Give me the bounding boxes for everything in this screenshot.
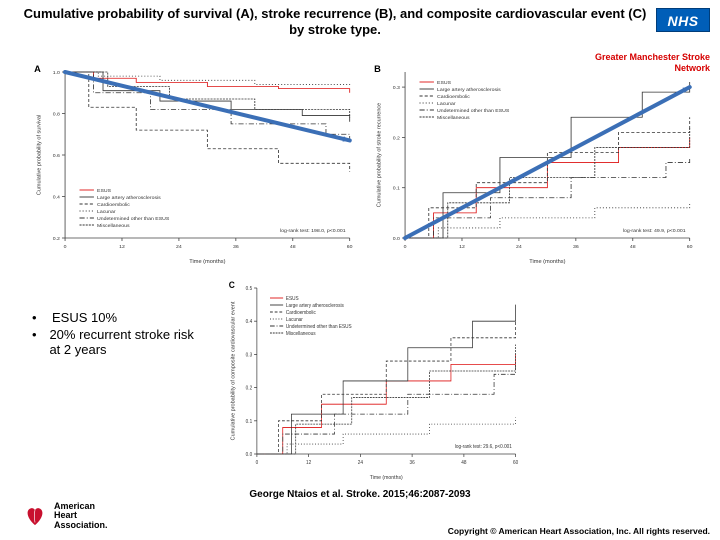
svg-text:0: 0 <box>64 244 67 250</box>
svg-text:24: 24 <box>358 460 363 466</box>
svg-text:Time (months): Time (months) <box>189 259 225 265</box>
svg-text:36: 36 <box>573 244 579 250</box>
svg-text:C: C <box>229 280 236 290</box>
svg-text:A: A <box>34 64 41 74</box>
svg-text:0.1: 0.1 <box>393 186 400 192</box>
svg-text:log-rank test: 49.9, p<0.001: log-rank test: 49.9, p<0.001 <box>623 228 686 234</box>
svg-text:Large artery atherosclerosis: Large artery atherosclerosis <box>437 87 501 93</box>
aha-logo-block: American Heart Association. <box>22 502 108 530</box>
citation: George Ntaios et al. Stroke. 2015;46:208… <box>0 489 720 500</box>
svg-text:60: 60 <box>347 244 353 250</box>
svg-text:1.0: 1.0 <box>53 70 60 76</box>
bullet-icon: • <box>32 310 42 325</box>
svg-text:Cumulative probability of stro: Cumulative probability of stroke recurre… <box>376 103 382 207</box>
nhs-logo: NHS <box>656 8 710 32</box>
svg-text:0.5: 0.5 <box>246 286 253 292</box>
bullet-item: • ESUS 10% <box>32 310 202 325</box>
svg-text:Cardioembolic: Cardioembolic <box>97 202 130 208</box>
svg-text:ESUS: ESUS <box>437 80 452 86</box>
svg-text:ESUS: ESUS <box>97 188 112 194</box>
copyright: Copyright © American Heart Association, … <box>448 526 710 536</box>
svg-text:Time (months): Time (months) <box>370 475 403 481</box>
svg-text:12: 12 <box>459 244 465 250</box>
bullet-list: • ESUS 10% • 20% recurrent stroke risk a… <box>32 310 202 359</box>
svg-text:0.2: 0.2 <box>246 385 253 391</box>
svg-text:Time (months): Time (months) <box>529 259 565 265</box>
svg-text:Large artery atherosclerosis: Large artery atherosclerosis <box>286 303 344 309</box>
svg-text:0.8: 0.8 <box>53 112 60 118</box>
svg-text:36: 36 <box>410 460 415 466</box>
svg-text:Undetermined other than ESUS: Undetermined other than ESUS <box>437 108 510 114</box>
svg-text:0: 0 <box>256 460 259 466</box>
svg-text:Lacunar: Lacunar <box>286 317 303 323</box>
svg-text:log-rank test: 198.0, p<0.001: log-rank test: 198.0, p<0.001 <box>280 228 346 234</box>
svg-text:0.6: 0.6 <box>53 153 60 159</box>
svg-text:0.3: 0.3 <box>246 352 253 358</box>
panel-c: C 0 12 24 36 48 60 0.0 0.1 0.2 0.3 0.4 0.5 Time (mont… <box>225 276 525 486</box>
svg-text:ESUS: ESUS <box>286 296 299 302</box>
svg-text:36: 36 <box>233 244 239 250</box>
svg-text:Cumulative probability of comp: Cumulative probability of composite card… <box>231 301 237 440</box>
bullet-item: • 20% recurrent stroke risk at 2 years <box>32 327 202 357</box>
svg-text:12: 12 <box>306 460 311 466</box>
heart-icon <box>22 503 48 529</box>
svg-text:0.2: 0.2 <box>393 135 400 141</box>
page-title: Cumulative probability of survival (A), … <box>20 6 650 39</box>
svg-text:Cardioembolic: Cardioembolic <box>286 310 316 316</box>
svg-text:60: 60 <box>687 244 693 250</box>
svg-text:0.3: 0.3 <box>393 85 400 91</box>
svg-text:log-rank test: 29.6, p<0.001: log-rank test: 29.6, p<0.001 <box>455 444 512 450</box>
panel-a: A 0 12 24 36 48 60 0.2 0.4 0.6 0.8 1.0 Time (months)… <box>30 60 360 270</box>
bullet-text: ESUS 10% <box>52 310 117 325</box>
svg-text:Cumulative probability of surv: Cumulative probability of survival <box>36 115 42 195</box>
svg-text:12: 12 <box>119 244 125 250</box>
svg-text:0.0: 0.0 <box>246 452 253 458</box>
aha-line3: Association. <box>54 521 108 530</box>
svg-text:48: 48 <box>290 244 296 250</box>
svg-text:Undetermined other than ESUS: Undetermined other than ESUS <box>97 216 170 222</box>
svg-text:Undetermined other than ESUS: Undetermined other than ESUS <box>286 324 352 330</box>
svg-text:Miscellaneous: Miscellaneous <box>97 223 130 229</box>
bullet-text: 20% recurrent stroke risk at 2 years <box>49 327 202 357</box>
svg-text:Large artery atherosclerosis: Large artery atherosclerosis <box>97 195 161 201</box>
svg-text:B: B <box>374 64 381 74</box>
svg-text:0.0: 0.0 <box>393 236 400 242</box>
svg-text:Miscellaneous: Miscellaneous <box>286 331 316 337</box>
panel-b: B 0 12 24 36 48 60 0.0 0.1 0.2 0.3 Time (months) Cum… <box>370 60 700 270</box>
svg-text:60: 60 <box>513 460 518 466</box>
top-chart-row: A 0 12 24 36 48 60 0.2 0.4 0.6 0.8 1.0 Time (months)… <box>30 60 700 270</box>
svg-text:48: 48 <box>461 460 466 466</box>
bullet-icon: • <box>32 327 39 357</box>
svg-text:Lacunar: Lacunar <box>437 101 456 107</box>
svg-text:48: 48 <box>630 244 636 250</box>
svg-text:Cardioembolic: Cardioembolic <box>437 94 470 100</box>
svg-text:0: 0 <box>404 244 407 250</box>
svg-text:Miscellaneous: Miscellaneous <box>437 115 470 121</box>
svg-text:24: 24 <box>176 244 182 250</box>
svg-text:0.1: 0.1 <box>246 419 253 425</box>
svg-text:0.4: 0.4 <box>53 195 60 201</box>
svg-text:Lacunar: Lacunar <box>97 209 116 215</box>
svg-text:0.2: 0.2 <box>53 236 60 242</box>
svg-text:0.4: 0.4 <box>246 319 253 325</box>
svg-text:24: 24 <box>516 244 522 250</box>
